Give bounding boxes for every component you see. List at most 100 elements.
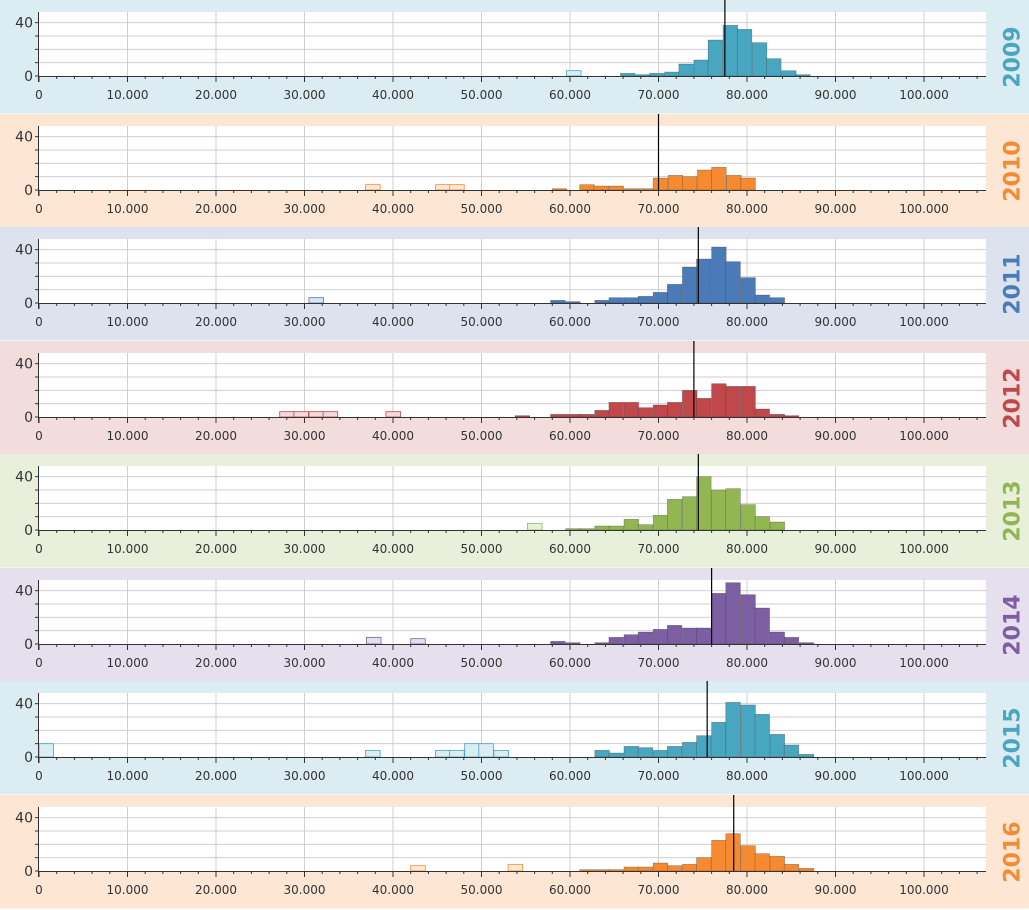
y-tick-label: 40 [15, 583, 33, 599]
y-tick-label: 0 [24, 864, 33, 880]
histogram-bar [652, 404, 669, 417]
outlier-bar [507, 863, 524, 871]
histogram-bar [682, 496, 698, 531]
x-tick-label: 50.000 [461, 542, 503, 556]
histogram-bar [682, 863, 698, 871]
x-tick-label: 80.000 [726, 315, 768, 329]
histogram-bar [608, 185, 624, 190]
x-tick-label: 0 [35, 883, 43, 897]
y-tick-label: 40 [15, 810, 33, 826]
histogram-bar [678, 63, 694, 77]
outlier-bar [385, 410, 401, 417]
x-tick-label: 80.000 [726, 429, 768, 443]
histogram-bar [725, 488, 741, 531]
histogram-bar [752, 42, 768, 77]
histogram-bar [754, 852, 770, 871]
outlier-bar [449, 183, 465, 190]
histogram-bar [754, 607, 770, 644]
x-tick-label: 10.000 [107, 542, 149, 556]
x-tick-label: 20.000 [195, 542, 237, 556]
x-tick-label: 70.000 [638, 883, 680, 897]
outlier-bar [279, 410, 295, 417]
histogram-bar [736, 29, 753, 77]
histogram-bar [635, 74, 651, 77]
x-tick-label: 10.000 [107, 883, 149, 897]
x-tick-label: 80.000 [726, 88, 768, 102]
histogram-bar [594, 300, 610, 304]
year-label: 2014 [1001, 594, 1026, 655]
histogram-bar [652, 292, 669, 304]
histogram-bar [740, 704, 756, 758]
histogram-bar [740, 277, 756, 304]
histogram-bar [711, 382, 727, 417]
histogram-bar [711, 166, 727, 190]
histogram-bar [623, 401, 639, 417]
histogram-bar [550, 640, 566, 644]
x-tick-label: 40.000 [372, 883, 414, 897]
histogram-bar [637, 866, 654, 871]
histogram-bar [740, 177, 756, 190]
x-tick-label: 40.000 [372, 769, 414, 783]
histogram-bar [608, 636, 624, 644]
outlier-bar [308, 410, 324, 417]
year-label: 2013 [1001, 480, 1026, 541]
histogram-bar [769, 297, 785, 304]
y-tick-label: 0 [24, 296, 33, 312]
x-tick-label: 20.000 [195, 88, 237, 102]
x-tick-label: 0 [35, 769, 43, 783]
y-tick-label: 0 [24, 410, 33, 426]
x-tick-label: 100.000 [899, 315, 949, 329]
histogram-bar [637, 631, 654, 644]
histogram-bar [667, 284, 683, 304]
histogram-bar [623, 633, 639, 644]
histogram-bar [707, 39, 723, 77]
y-tick-label: 40 [15, 356, 33, 372]
histogram-bar [783, 414, 800, 417]
x-tick-label: 40.000 [372, 315, 414, 329]
histogram-bar [551, 187, 568, 190]
x-tick-label: 20.000 [195, 656, 237, 670]
histogram-bar [682, 266, 698, 304]
x-tick-label: 90.000 [815, 769, 857, 783]
x-tick-label: 30.000 [284, 315, 326, 329]
y-tick-label: 40 [15, 470, 33, 486]
panel-2014: 0 10.000 20.000 30.000 40.000 50.000 60.000 70.… [0, 567, 1029, 681]
x-tick-label: 10.000 [107, 656, 149, 670]
x-tick-label: 0 [35, 315, 43, 329]
histogram-bar [769, 413, 785, 417]
histogram-bar [623, 866, 639, 871]
x-tick-label: 20.000 [195, 429, 237, 443]
outlier-bar [38, 743, 55, 758]
x-tick-label: 90.000 [815, 202, 857, 216]
histogram-bar [682, 175, 698, 190]
histogram-bar [740, 844, 756, 871]
x-tick-label: 100.000 [899, 883, 949, 897]
x-tick-label: 70.000 [638, 656, 680, 670]
plot-area [39, 12, 986, 76]
x-tick-label: 80.000 [726, 202, 768, 216]
histogram-bar [667, 864, 683, 871]
x-tick-label: 30.000 [284, 202, 326, 216]
x-tick-label: 70.000 [638, 315, 680, 329]
histogram-bar [579, 868, 595, 871]
outlier-bar [527, 522, 543, 531]
x-tick-label: 70.000 [638, 769, 680, 783]
x-tick-label: 60.000 [549, 88, 591, 102]
histogram-bar [754, 516, 770, 531]
outlier-bar [566, 70, 582, 77]
x-tick-label: 50.000 [461, 429, 503, 443]
x-tick-label: 30.000 [284, 88, 326, 102]
histogram-bar [594, 641, 610, 644]
histogram-bar [652, 177, 669, 190]
histogram-bar [769, 734, 785, 758]
histogram-bar [696, 856, 712, 871]
x-tick-label: 100.000 [899, 429, 949, 443]
outlier-bar [410, 637, 426, 644]
panel-2016: 0 10.000 20.000 30.000 40.000 50.000 60.000 70.… [0, 794, 1029, 908]
histogram-bar [623, 519, 639, 531]
histogram-bar [798, 867, 815, 871]
histogram-bar [725, 385, 741, 417]
histogram-bar [740, 504, 756, 531]
x-tick-label: 0 [35, 202, 43, 216]
y-tick-label: 0 [24, 637, 33, 653]
